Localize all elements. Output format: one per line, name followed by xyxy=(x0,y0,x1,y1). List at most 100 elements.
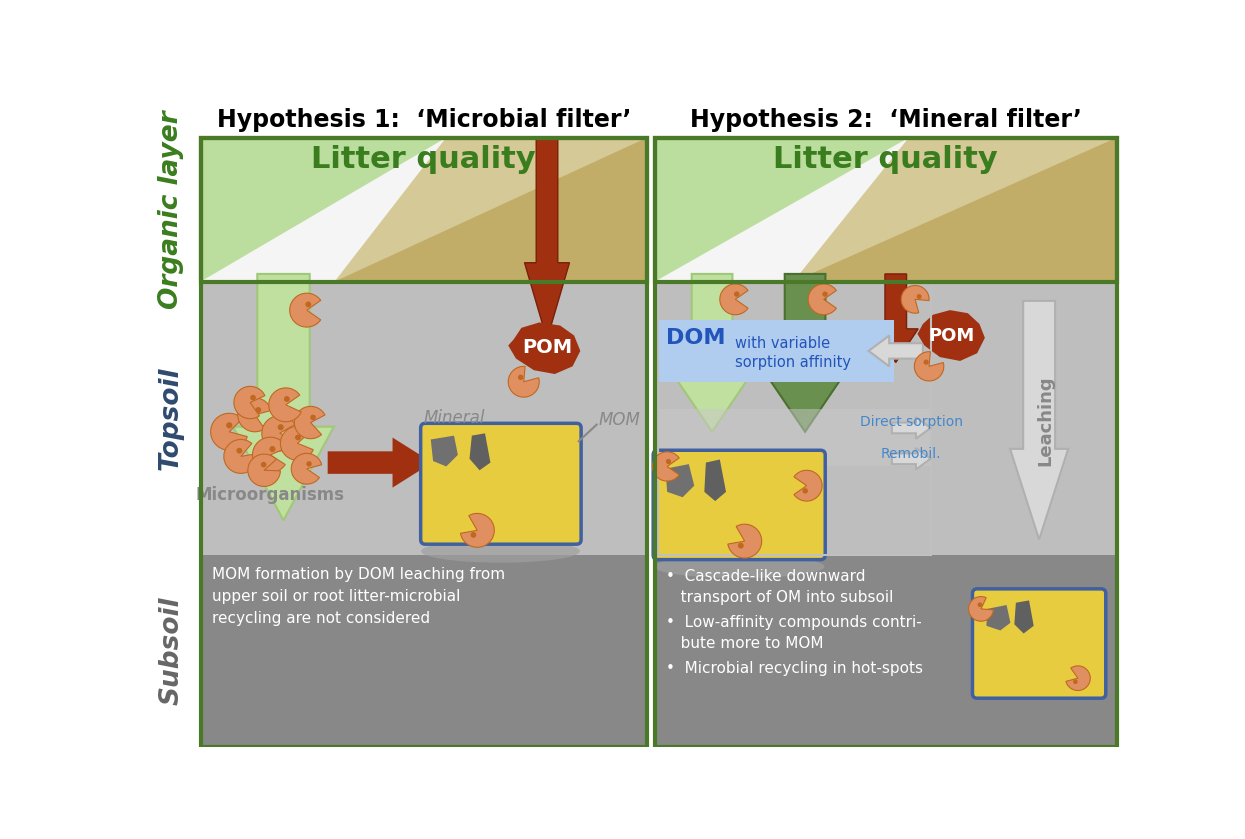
Circle shape xyxy=(738,544,743,548)
Circle shape xyxy=(823,292,827,296)
Bar xyxy=(657,409,930,466)
Circle shape xyxy=(251,395,255,399)
Bar xyxy=(655,138,1117,747)
Bar xyxy=(655,555,1117,747)
Polygon shape xyxy=(335,138,647,282)
Polygon shape xyxy=(891,448,930,470)
Polygon shape xyxy=(469,433,491,471)
Polygon shape xyxy=(705,460,726,501)
Circle shape xyxy=(270,446,275,451)
Circle shape xyxy=(471,533,476,537)
Polygon shape xyxy=(200,138,446,282)
Text: Topsoil: Topsoil xyxy=(158,366,184,470)
Wedge shape xyxy=(914,352,944,381)
Circle shape xyxy=(306,302,310,306)
FancyBboxPatch shape xyxy=(972,589,1106,698)
Polygon shape xyxy=(793,138,1117,282)
Wedge shape xyxy=(280,426,314,461)
Wedge shape xyxy=(461,513,494,547)
Circle shape xyxy=(803,489,807,492)
Text: Direct sorption: Direct sorption xyxy=(860,414,962,429)
Polygon shape xyxy=(869,336,923,367)
Wedge shape xyxy=(901,285,929,313)
Text: MOM formation by DOM leaching from
upper soil or root litter-microbial
recycling: MOM formation by DOM leaching from upper… xyxy=(212,566,505,626)
Bar xyxy=(200,555,647,747)
Text: Hypothesis 1:  ‘Microbial filter’: Hypothesis 1: ‘Microbial filter’ xyxy=(217,108,631,133)
Bar xyxy=(200,282,647,555)
Circle shape xyxy=(918,294,921,299)
Circle shape xyxy=(311,415,315,420)
Circle shape xyxy=(979,603,981,607)
Bar xyxy=(655,138,1117,282)
Polygon shape xyxy=(873,274,919,362)
Wedge shape xyxy=(652,451,680,481)
Polygon shape xyxy=(335,138,647,282)
Wedge shape xyxy=(291,453,321,484)
Polygon shape xyxy=(431,435,458,466)
Circle shape xyxy=(1073,680,1077,683)
Bar xyxy=(655,282,1117,555)
Polygon shape xyxy=(524,138,569,340)
Text: Litter quality: Litter quality xyxy=(773,145,998,175)
Polygon shape xyxy=(508,322,580,374)
FancyBboxPatch shape xyxy=(421,424,581,545)
Polygon shape xyxy=(918,310,985,361)
Text: •  Cascade-like downward
   transport of OM into subsoil: • Cascade-like downward transport of OM … xyxy=(666,569,894,605)
Wedge shape xyxy=(294,406,325,439)
Text: •  Low-affinity compounds contri-
   bute more to MOM: • Low-affinity compounds contri- bute mo… xyxy=(666,615,923,651)
Circle shape xyxy=(237,449,242,453)
Wedge shape xyxy=(290,293,321,327)
Wedge shape xyxy=(508,367,539,397)
Wedge shape xyxy=(248,454,280,487)
Polygon shape xyxy=(891,417,930,439)
Polygon shape xyxy=(666,464,695,498)
Circle shape xyxy=(735,292,738,296)
Polygon shape xyxy=(1015,601,1033,633)
Wedge shape xyxy=(238,398,271,432)
Text: POM: POM xyxy=(929,326,975,345)
Polygon shape xyxy=(793,138,1117,282)
Wedge shape xyxy=(234,386,265,419)
Wedge shape xyxy=(269,388,301,422)
Text: •  Microbial recycling in hot-spots: • Microbial recycling in hot-spots xyxy=(666,661,924,676)
Bar xyxy=(200,138,647,282)
Text: Organic layer: Organic layer xyxy=(158,110,184,309)
Text: Hypothesis 2:  ‘Mineral filter’: Hypothesis 2: ‘Mineral filter’ xyxy=(690,108,1082,133)
Bar xyxy=(200,138,647,282)
Circle shape xyxy=(279,425,283,430)
Wedge shape xyxy=(720,284,748,315)
Text: with variable
sorption affinity: with variable sorption affinity xyxy=(736,336,852,370)
Circle shape xyxy=(308,461,311,466)
Text: MOM: MOM xyxy=(599,411,641,430)
Text: Litter quality: Litter quality xyxy=(311,145,537,175)
Text: Mineral: Mineral xyxy=(423,409,484,427)
Circle shape xyxy=(285,397,289,401)
Wedge shape xyxy=(261,415,296,451)
Wedge shape xyxy=(1066,666,1091,690)
Circle shape xyxy=(666,460,670,463)
Polygon shape xyxy=(986,605,1011,630)
Circle shape xyxy=(227,423,232,428)
Ellipse shape xyxy=(421,539,580,563)
Text: POM: POM xyxy=(522,337,571,357)
Circle shape xyxy=(519,375,523,379)
Circle shape xyxy=(256,408,260,412)
Wedge shape xyxy=(224,440,258,473)
Text: DOM: DOM xyxy=(666,328,725,348)
Wedge shape xyxy=(253,437,286,472)
Wedge shape xyxy=(794,471,822,501)
Circle shape xyxy=(296,435,300,440)
Wedge shape xyxy=(808,284,837,315)
Polygon shape xyxy=(233,274,334,520)
Bar xyxy=(200,138,647,747)
Wedge shape xyxy=(210,414,248,451)
Polygon shape xyxy=(327,438,432,487)
Bar xyxy=(655,138,1117,282)
FancyBboxPatch shape xyxy=(654,451,825,560)
Text: Microorganisms: Microorganisms xyxy=(195,486,345,503)
Bar xyxy=(657,320,894,382)
Wedge shape xyxy=(728,524,762,558)
Polygon shape xyxy=(671,274,753,432)
Polygon shape xyxy=(764,274,845,432)
Text: Remobil.: Remobil. xyxy=(881,447,941,461)
